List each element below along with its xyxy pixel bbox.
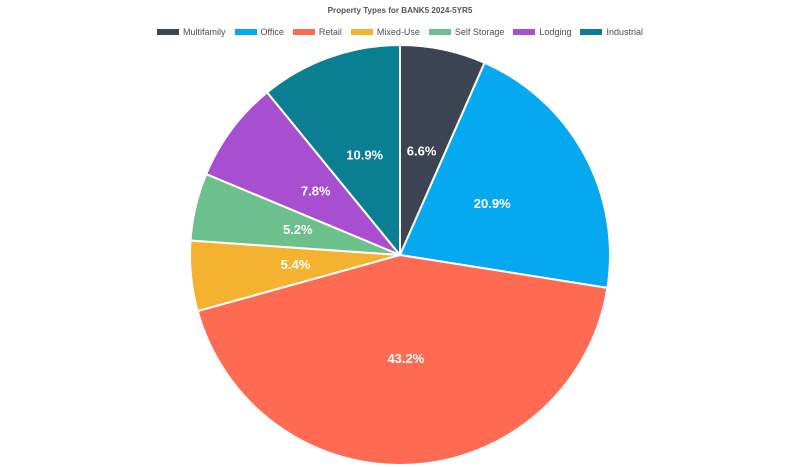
svg-text:5.4%: 5.4%	[281, 257, 311, 272]
svg-text:6.6%: 6.6%	[407, 144, 437, 159]
svg-text:7.8%: 7.8%	[301, 184, 331, 199]
svg-text:20.9%: 20.9%	[474, 196, 511, 211]
svg-text:5.2%: 5.2%	[283, 222, 313, 237]
svg-text:43.2%: 43.2%	[387, 351, 424, 366]
svg-text:10.9%: 10.9%	[346, 148, 383, 163]
